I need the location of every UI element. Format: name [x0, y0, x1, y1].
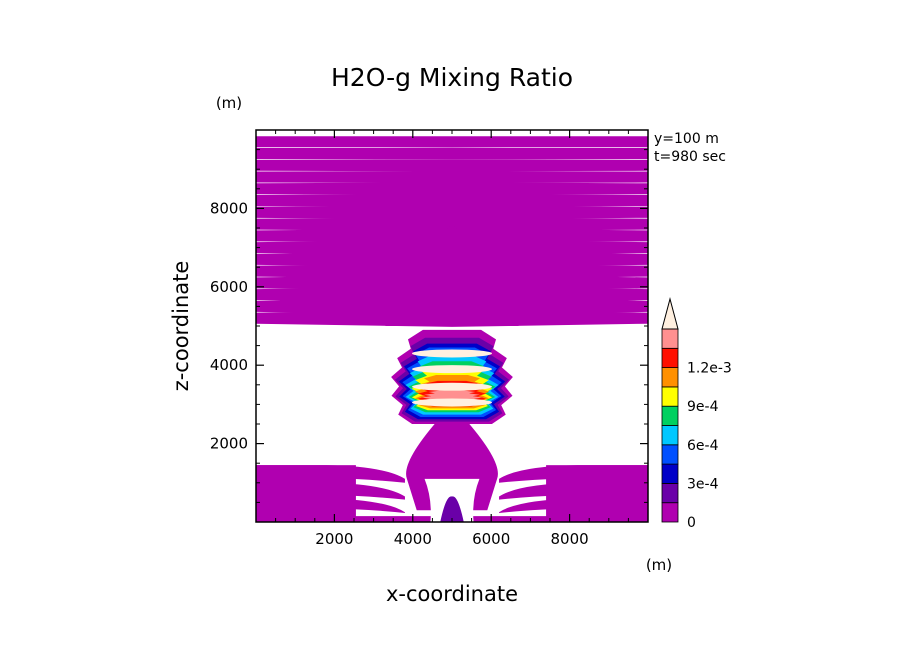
- annotation-y: y=100 m: [654, 131, 719, 147]
- contour-band: [256, 136, 648, 148]
- colorbar-segment: [661, 347, 679, 368]
- chart-title: H2O-g Mixing Ratio: [331, 63, 573, 92]
- colorbar-segment: [661, 463, 679, 484]
- colorbar-segment: [661, 444, 679, 465]
- contour-peak: [412, 398, 492, 407]
- contour-stem: [440, 496, 464, 522]
- colorbar-segment: [661, 502, 679, 523]
- colorbar-segment: [661, 405, 679, 426]
- contour-band: [256, 182, 648, 196]
- contour-band: [256, 170, 648, 184]
- contour-column: [385, 224, 519, 326]
- y-axis: 2000 4000 6000 8000: [210, 149, 648, 503]
- y-unit-label: (m): [216, 94, 242, 112]
- colorbar-segment: [661, 367, 679, 388]
- contour-peak: [412, 349, 492, 358]
- x-axis: 2000 4000 6000 8000: [275, 130, 629, 548]
- contour-band: [256, 159, 648, 172]
- contour-band: [256, 205, 648, 220]
- contour-band: [256, 147, 648, 160]
- colorbar-label: 9e-4: [687, 399, 719, 415]
- colorbar-segment: [661, 482, 679, 504]
- x-tick-label: 4000: [394, 530, 432, 548]
- contour-block-right: [546, 465, 648, 522]
- colorbar-label: 0: [687, 515, 696, 531]
- y-tick-label: 2000: [210, 435, 248, 453]
- colorbar-label: 3e-4: [687, 476, 719, 492]
- x-unit-label: (m): [646, 556, 672, 574]
- contour-peak: [412, 382, 492, 391]
- x-tick-label: 6000: [472, 530, 510, 548]
- colorbar-label: 6e-4: [687, 438, 719, 454]
- contour-field: [256, 136, 648, 522]
- colorbar-segment: [661, 425, 679, 446]
- y-tick-label: 4000: [210, 356, 248, 374]
- y-tick-label: 8000: [210, 199, 248, 217]
- x-tick-label: 8000: [551, 530, 589, 548]
- y-axis-title: z-coordinate: [169, 261, 193, 392]
- colorbar-extend-arrow: [661, 297, 679, 330]
- x-tick-label: 2000: [315, 530, 353, 548]
- colorbar: 0 3e-4 6e-4 9e-4 1.2e-3: [661, 297, 732, 531]
- contour-band: [256, 193, 648, 208]
- x-axis-title: x-coordinate: [386, 582, 518, 606]
- contour-block-left: [256, 465, 356, 522]
- colorbar-segment: [661, 386, 679, 407]
- annotation-t: t=980 sec: [654, 149, 726, 165]
- contour-peak: [412, 365, 492, 374]
- colorbar-segment: [661, 328, 679, 349]
- y-tick-label: 6000: [210, 278, 248, 296]
- colorbar-label: 1.2e-3: [687, 361, 732, 377]
